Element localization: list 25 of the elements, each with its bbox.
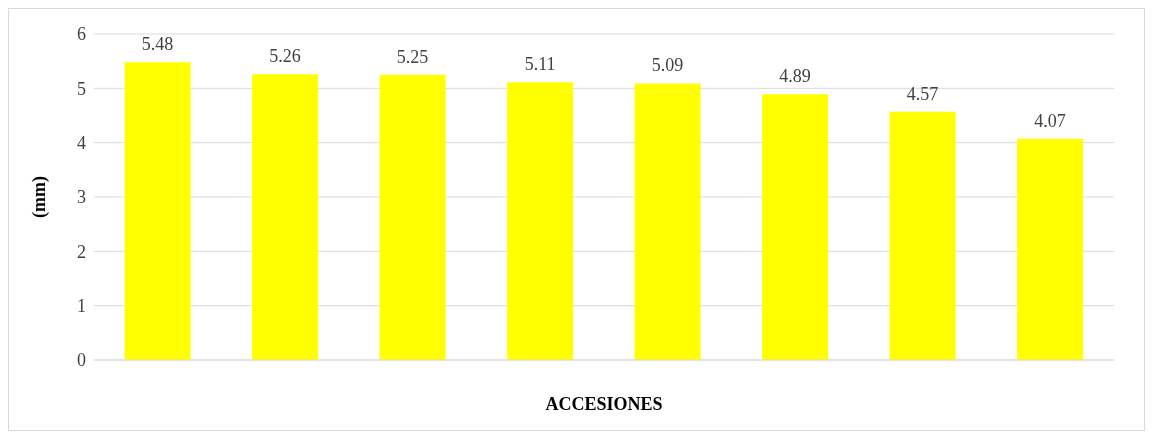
data-label: 5.09 (651, 55, 684, 76)
data-label: 4.89 (779, 66, 811, 87)
data-label: 5.48 (141, 34, 174, 55)
y-axis-title: (mm) (29, 176, 51, 218)
data-label: 5.26 (269, 46, 301, 67)
y-tick-label: 1 (77, 296, 86, 317)
bar (507, 82, 574, 360)
bar (762, 94, 829, 360)
y-tick-label: 4 (77, 133, 86, 154)
data-label: 5.11 (524, 54, 556, 75)
y-tick-label: 2 (77, 241, 86, 262)
bar (1017, 138, 1084, 360)
bar (252, 74, 319, 360)
data-label: 4.57 (906, 83, 939, 104)
y-tick-label: 3 (77, 187, 86, 208)
bar (889, 111, 956, 360)
x-axis-title: ACCESIONES (545, 394, 663, 414)
y-tick-label: 0 (77, 350, 86, 371)
y-tick-label: 6 (77, 24, 86, 45)
bar (634, 83, 701, 360)
bar (379, 74, 446, 360)
bar (124, 62, 191, 360)
y-tick-label: 5 (77, 78, 86, 99)
data-label: 4.07 (1034, 110, 1066, 131)
data-label: 5.25 (396, 46, 429, 67)
